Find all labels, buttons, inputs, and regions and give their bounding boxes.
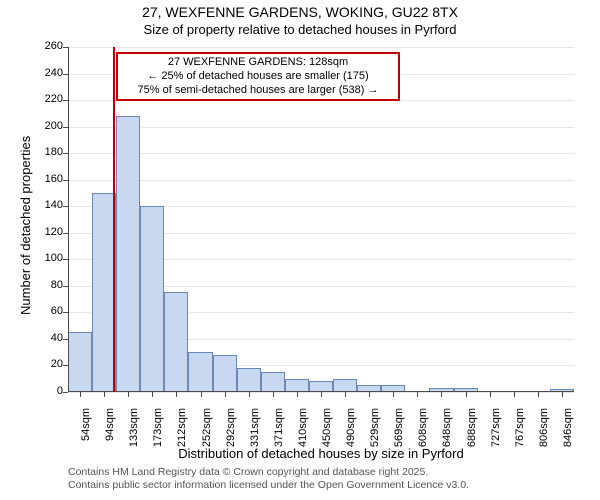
x-tick-label: 648sqm: [441, 408, 453, 453]
x-tick-label: 450sqm: [321, 408, 333, 453]
y-tick-label: 40: [35, 332, 63, 344]
x-tick-mark: [514, 392, 515, 397]
y-tick-label: 20: [35, 358, 63, 370]
y-tick-label: 240: [35, 67, 63, 79]
annotation-line: 75% of semi-detached houses are larger (…: [124, 84, 392, 98]
y-tick-label: 140: [35, 199, 63, 211]
x-tick-label: 410sqm: [297, 408, 309, 453]
x-tick-mark: [225, 392, 226, 397]
plot-area: 27 WEXFENNE GARDENS: 128sqm← 25% of deta…: [68, 47, 574, 392]
y-tick-label: 60: [35, 305, 63, 317]
x-tick-mark: [441, 392, 442, 397]
histogram-bar: [333, 379, 357, 392]
x-tick-mark: [128, 392, 129, 397]
footer-line-1: Contains HM Land Registry data © Crown c…: [68, 466, 428, 478]
histogram-bar: [285, 379, 309, 392]
x-tick-mark: [538, 392, 539, 397]
x-tick-mark: [562, 392, 563, 397]
x-tick-mark: [249, 392, 250, 397]
annotation-line: ← 25% of detached houses are smaller (17…: [124, 70, 392, 84]
annotation-box: 27 WEXFENNE GARDENS: 128sqm← 25% of deta…: [116, 52, 400, 101]
y-tick-label: 100: [35, 252, 63, 264]
histogram-bar: [188, 352, 212, 392]
y-tick-label: 260: [35, 40, 63, 52]
x-tick-label: 173sqm: [152, 408, 164, 453]
x-tick-label: 529sqm: [369, 408, 381, 453]
x-tick-label: 846sqm: [562, 408, 574, 453]
gridline: [68, 127, 574, 128]
x-tick-label: 371sqm: [273, 408, 285, 453]
x-tick-mark: [176, 392, 177, 397]
x-tick-label: 292sqm: [225, 408, 237, 453]
annotation-line: 27 WEXFENNE GARDENS: 128sqm: [124, 56, 392, 70]
x-tick-mark: [297, 392, 298, 397]
x-tick-mark: [490, 392, 491, 397]
y-tick-label: 200: [35, 120, 63, 132]
histogram-bar: [116, 116, 140, 392]
x-tick-mark: [273, 392, 274, 397]
x-tick-label: 252sqm: [201, 408, 213, 453]
histogram-bar: [237, 368, 261, 392]
x-tick-mark: [466, 392, 467, 397]
x-tick-mark: [417, 392, 418, 397]
x-tick-label: 133sqm: [128, 408, 140, 453]
y-tick-label: 0: [35, 385, 63, 397]
x-tick-mark: [80, 392, 81, 397]
chart-title: 27, WEXFENNE GARDENS, WOKING, GU22 8TX: [0, 4, 600, 20]
x-tick-label: 569sqm: [393, 408, 405, 453]
histogram-bar: [164, 292, 188, 392]
histogram-bar: [140, 206, 164, 392]
x-tick-mark: [393, 392, 394, 397]
x-tick-mark: [104, 392, 105, 397]
y-tick-label: 160: [35, 173, 63, 185]
y-tick-label: 180: [35, 146, 63, 158]
gridline: [68, 153, 574, 154]
x-tick-mark: [152, 392, 153, 397]
y-tick-mark: [63, 392, 68, 393]
x-tick-label: 727sqm: [490, 408, 502, 453]
histogram-bar: [213, 355, 237, 392]
x-tick-label: 608sqm: [417, 408, 429, 453]
x-tick-label: 54sqm: [80, 408, 92, 453]
y-axis-line: [68, 47, 69, 392]
x-tick-mark: [201, 392, 202, 397]
x-tick-label: 331sqm: [249, 408, 261, 453]
gridline: [68, 180, 574, 181]
x-tick-label: 94sqm: [104, 408, 116, 453]
reference-line: [113, 47, 115, 392]
x-tick-mark: [321, 392, 322, 397]
chart-subtitle: Size of property relative to detached ho…: [0, 22, 600, 37]
x-tick-mark: [345, 392, 346, 397]
y-axis-label: Number of detached properties: [18, 135, 33, 314]
x-tick-label: 212sqm: [176, 408, 188, 453]
y-tick-label: 120: [35, 226, 63, 238]
gridline: [68, 47, 574, 48]
histogram-bar: [68, 332, 92, 392]
footer-line-2: Contains public sector information licen…: [68, 479, 469, 491]
x-tick-label: 688sqm: [466, 408, 478, 453]
x-tick-label: 767sqm: [514, 408, 526, 453]
x-tick-mark: [369, 392, 370, 397]
y-tick-label: 80: [35, 279, 63, 291]
x-tick-label: 490sqm: [345, 408, 357, 453]
histogram-bar: [261, 372, 285, 392]
y-tick-label: 220: [35, 93, 63, 105]
chart-container: 27, WEXFENNE GARDENS, WOKING, GU22 8TX S…: [0, 0, 600, 500]
x-tick-label: 806sqm: [538, 408, 550, 453]
